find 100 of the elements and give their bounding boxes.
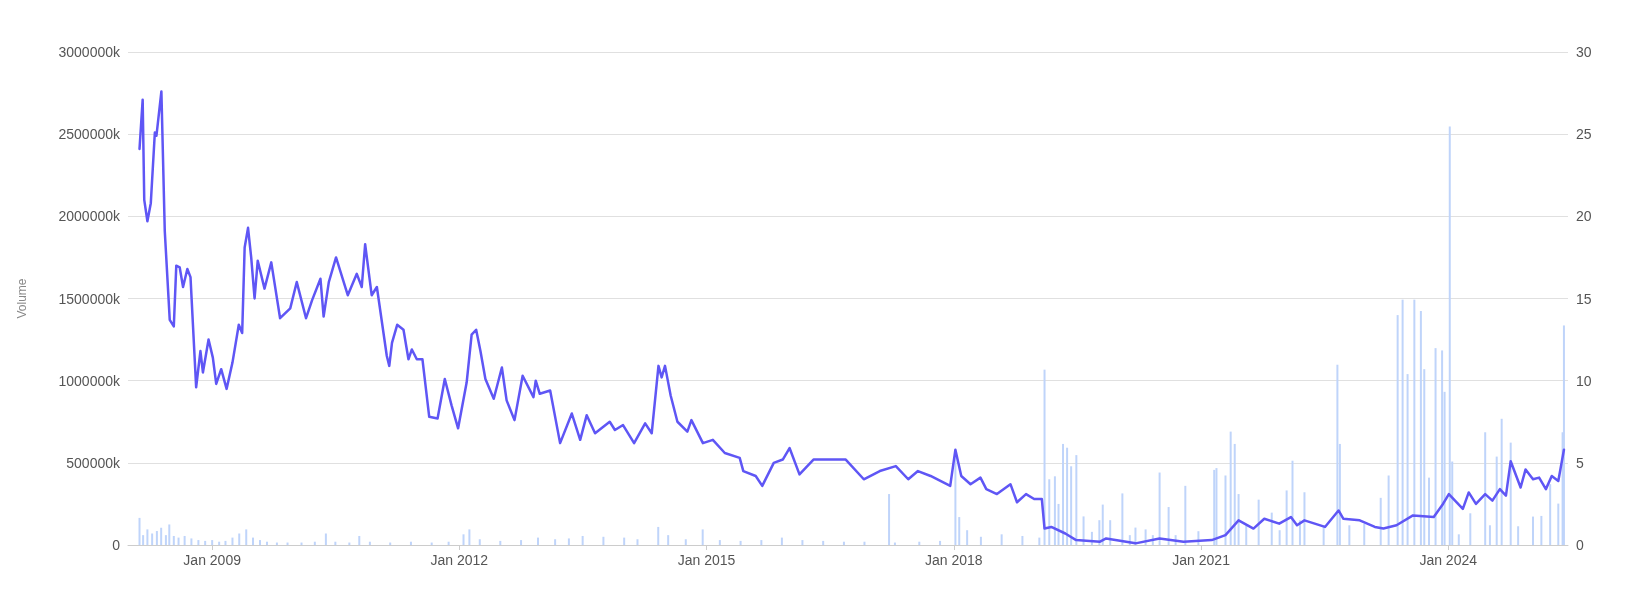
bar [1413, 299, 1416, 545]
bar [1434, 348, 1437, 545]
y-tick-label: 500000k [66, 454, 121, 471]
bar [581, 535, 584, 545]
bar [1401, 299, 1404, 545]
bar [1043, 369, 1046, 545]
bar [1278, 530, 1281, 545]
bar [252, 537, 254, 545]
bar [1387, 475, 1390, 545]
y-tick-label: 2000000k [58, 208, 121, 225]
bar [554, 539, 557, 545]
bar [1000, 534, 1003, 545]
bar [1396, 315, 1399, 545]
y-tick-label: 3000000k [58, 44, 121, 60]
bar [1021, 535, 1024, 545]
bar [1245, 525, 1248, 545]
bar [1291, 460, 1294, 545]
bar [1428, 477, 1431, 545]
bar [1419, 310, 1422, 545]
bar [1257, 499, 1260, 545]
y-tick-label: 0 [112, 537, 121, 553]
bar [468, 529, 471, 545]
bar [1184, 485, 1187, 545]
bar [1336, 364, 1339, 545]
bar [1549, 484, 1552, 545]
y2-tick-label: 0 [1576, 537, 1584, 553]
bar [739, 540, 742, 545]
x-tick-label: Jan 2024 [1419, 552, 1478, 568]
bar [1303, 492, 1306, 545]
bar [1488, 525, 1491, 545]
bar [667, 535, 670, 545]
bar [177, 537, 180, 545]
bar [172, 535, 175, 545]
bar [602, 536, 605, 545]
bar [358, 535, 361, 545]
bar [1109, 520, 1112, 545]
bar [211, 540, 214, 545]
bar [623, 537, 626, 545]
bar [1285, 490, 1288, 545]
line-series [138, 90, 1566, 545]
bar [1066, 447, 1069, 545]
y-tick-label: 1000000k [58, 372, 121, 389]
bar [1270, 512, 1273, 545]
y2-tick-label: 15 [1576, 290, 1592, 307]
bar [1167, 507, 1170, 545]
bar [966, 530, 969, 545]
bar [1038, 537, 1041, 545]
y-axis-title: Volume [15, 278, 29, 319]
bar [939, 540, 942, 545]
bar [1070, 466, 1073, 545]
bar [1379, 497, 1382, 545]
bar [888, 494, 891, 545]
bar [1053, 476, 1056, 545]
bar [701, 529, 704, 545]
y2-tick-label: 5 [1576, 454, 1584, 471]
bar [160, 527, 163, 545]
bar [1532, 516, 1535, 545]
bar [259, 540, 261, 545]
bar [190, 538, 193, 545]
bar [684, 539, 687, 545]
bar [1121, 493, 1124, 545]
bar [780, 537, 783, 545]
bar [1237, 494, 1240, 545]
bar [138, 517, 141, 545]
y-tick-label: 2500000k [58, 126, 121, 143]
bar [478, 539, 481, 545]
bar [462, 534, 465, 545]
bar [1500, 418, 1503, 545]
bar [1448, 126, 1451, 545]
bar [1101, 504, 1104, 545]
bar [954, 456, 957, 545]
x-tick-label: Jan 2015 [677, 552, 736, 568]
bar [1509, 442, 1512, 545]
bar [183, 535, 186, 545]
bar [1457, 534, 1460, 545]
bar [1075, 455, 1078, 545]
bar [1557, 503, 1560, 545]
bar [979, 536, 982, 545]
bar [1517, 526, 1520, 545]
bar [197, 540, 200, 545]
bar [636, 539, 639, 545]
bar [155, 531, 158, 545]
bar [238, 533, 241, 545]
bar [1363, 523, 1366, 545]
bar [231, 537, 234, 545]
bar [958, 517, 961, 545]
bar [146, 529, 149, 545]
bar [657, 526, 660, 545]
bar [1229, 431, 1232, 545]
bar [151, 533, 154, 545]
bar [1224, 475, 1227, 545]
bar [822, 540, 825, 545]
y2-tick-label: 10 [1576, 372, 1592, 389]
bar [536, 537, 539, 545]
bar [1495, 456, 1498, 545]
bar [168, 524, 171, 545]
bar [1540, 515, 1543, 545]
bar [1562, 325, 1565, 545]
bar [1469, 513, 1472, 545]
y2-tick-label: 20 [1576, 208, 1592, 225]
